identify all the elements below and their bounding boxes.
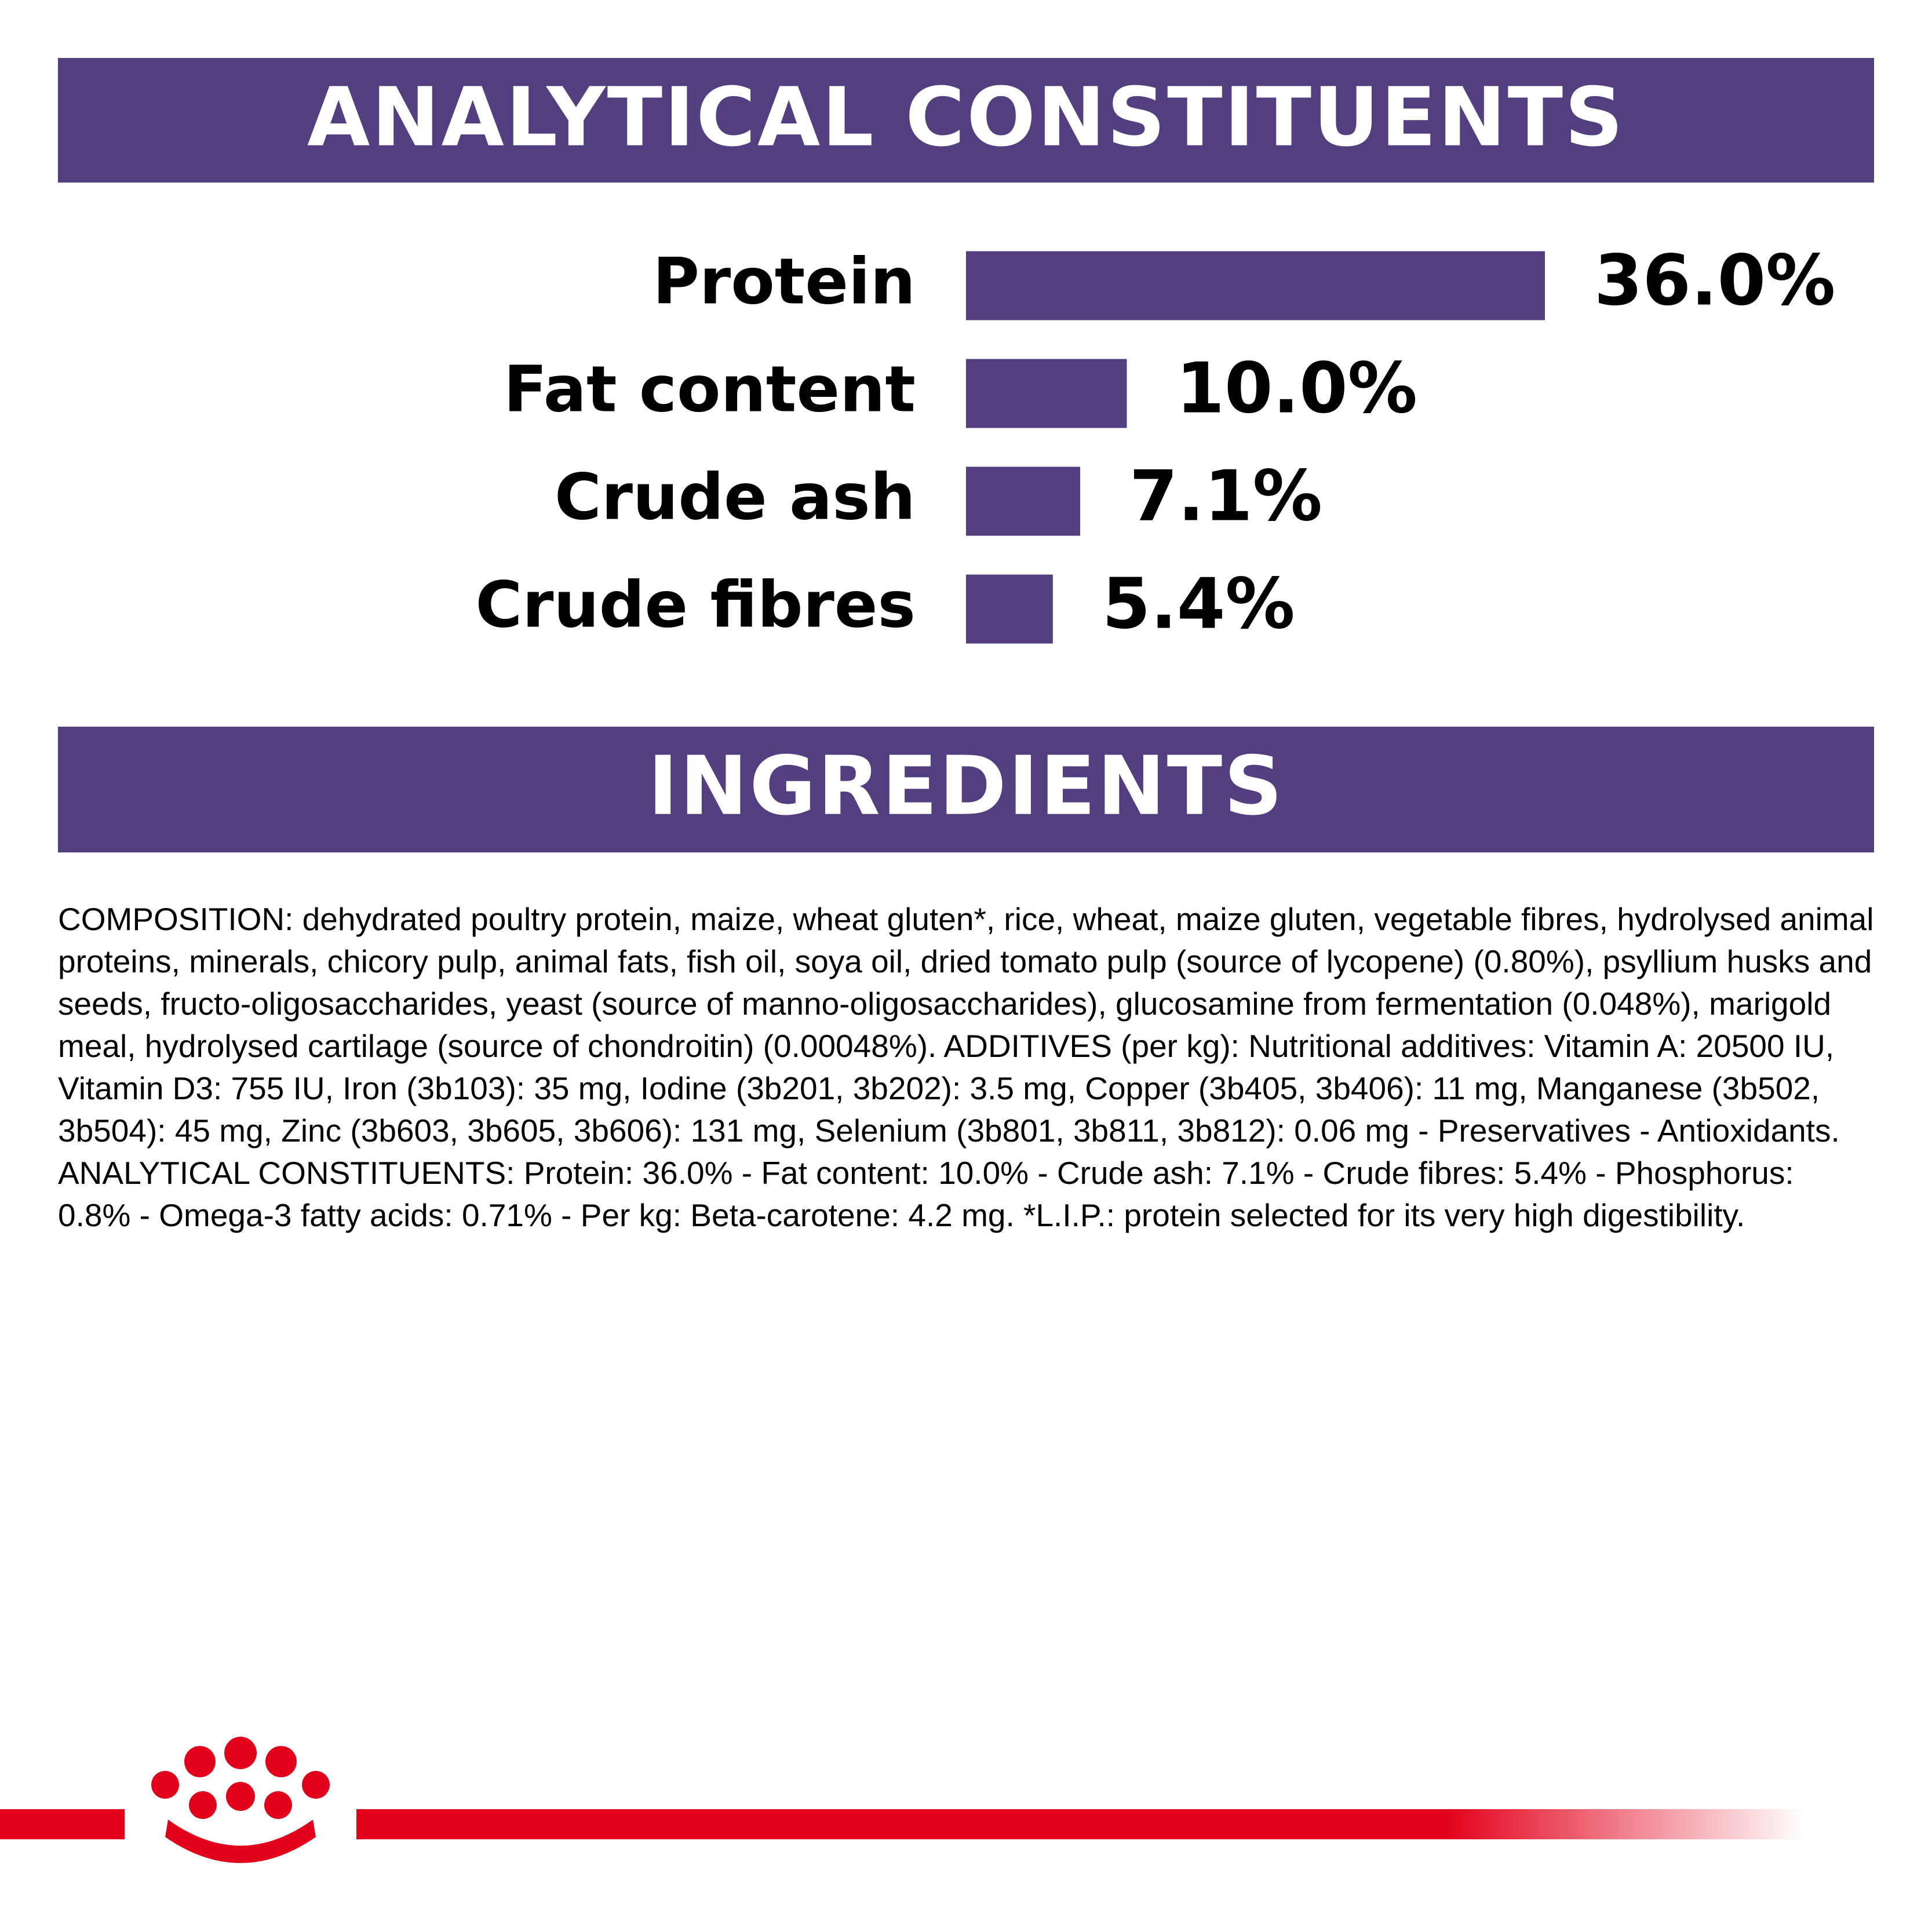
value-label: 36.0%: [1594, 241, 1835, 322]
value-label: 10.0%: [1176, 349, 1417, 429]
bar: [966, 574, 1053, 644]
bar: [966, 466, 1081, 536]
ingredients-title: INGREDIENTS: [648, 739, 1284, 834]
bar: [966, 359, 1127, 428]
category-label: Protein: [652, 244, 916, 318]
value-label: 7.1%: [1129, 457, 1322, 537]
ingredients-banner: [58, 727, 1874, 852]
category-label: Fat content: [504, 352, 916, 426]
title-banner: [58, 58, 1874, 183]
bar: [966, 251, 1545, 320]
chart-title: ANALYTICAL CONSTITUENTS: [307, 71, 1625, 165]
red-line: [356, 1809, 1805, 1839]
composition-text: COMPOSITION: dehydrated poultry protein,…: [58, 901, 1874, 1233]
category-label: Crude ash: [555, 460, 916, 534]
brand-logo: [0, 1737, 1805, 1863]
category-label: Crude fibres: [475, 567, 916, 641]
value-label: 5.4%: [1102, 564, 1295, 645]
red-line: [0, 1809, 125, 1839]
